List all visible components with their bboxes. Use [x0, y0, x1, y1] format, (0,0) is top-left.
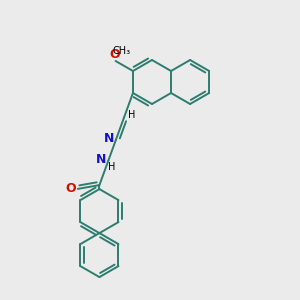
Text: N: N [104, 133, 114, 146]
Text: H: H [108, 162, 115, 172]
Text: H: H [128, 110, 136, 120]
Text: CH₃: CH₃ [112, 46, 131, 56]
Text: O: O [109, 47, 120, 61]
Text: N: N [96, 153, 106, 166]
Text: O: O [65, 182, 76, 195]
